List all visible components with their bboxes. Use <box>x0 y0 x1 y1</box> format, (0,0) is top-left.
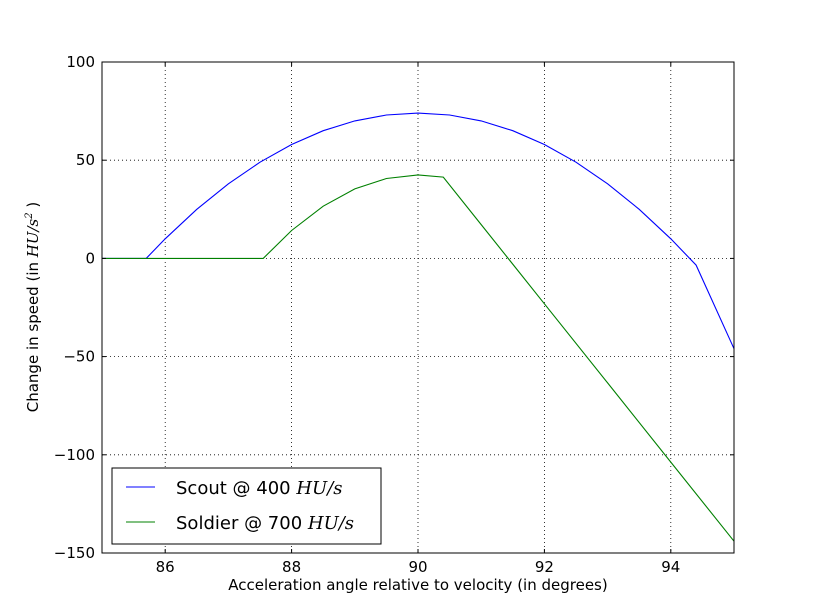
x-tick-label: 86 <box>156 558 175 576</box>
y-tick-label: 100 <box>66 53 95 71</box>
series-line-soldier <box>102 174 735 542</box>
x-tick-label: 88 <box>282 558 301 576</box>
y-axis-label: Change in speed (in HU/s2 ) <box>24 202 42 413</box>
legend-label-scout: Scout @ 400 HU/s <box>176 478 343 499</box>
legend: Scout @ 400 HU/s Soldier @ 700 HU/s <box>111 467 382 545</box>
y-tick-label: 0 <box>85 249 95 267</box>
y-tick-label: −100 <box>54 446 95 464</box>
y-tick-label: −150 <box>54 544 95 562</box>
y-tick-label: 50 <box>76 151 95 169</box>
x-tick-label: 90 <box>408 558 427 576</box>
y-tick-label: −50 <box>63 348 95 366</box>
legend-box <box>111 467 382 545</box>
x-axis-label: Acceleration angle relative to velocity … <box>228 576 607 594</box>
legend-label-soldier: Soldier @ 700 HU/s <box>176 513 354 534</box>
x-tick-label: 94 <box>661 558 680 576</box>
x-tick-label: 92 <box>535 558 554 576</box>
grid <box>102 62 734 553</box>
series-line-scout <box>102 112 735 349</box>
series-lines <box>102 112 735 542</box>
ticks: 86 88 90 92 94 −150 −100 −50 0 50 100 <box>54 53 734 576</box>
